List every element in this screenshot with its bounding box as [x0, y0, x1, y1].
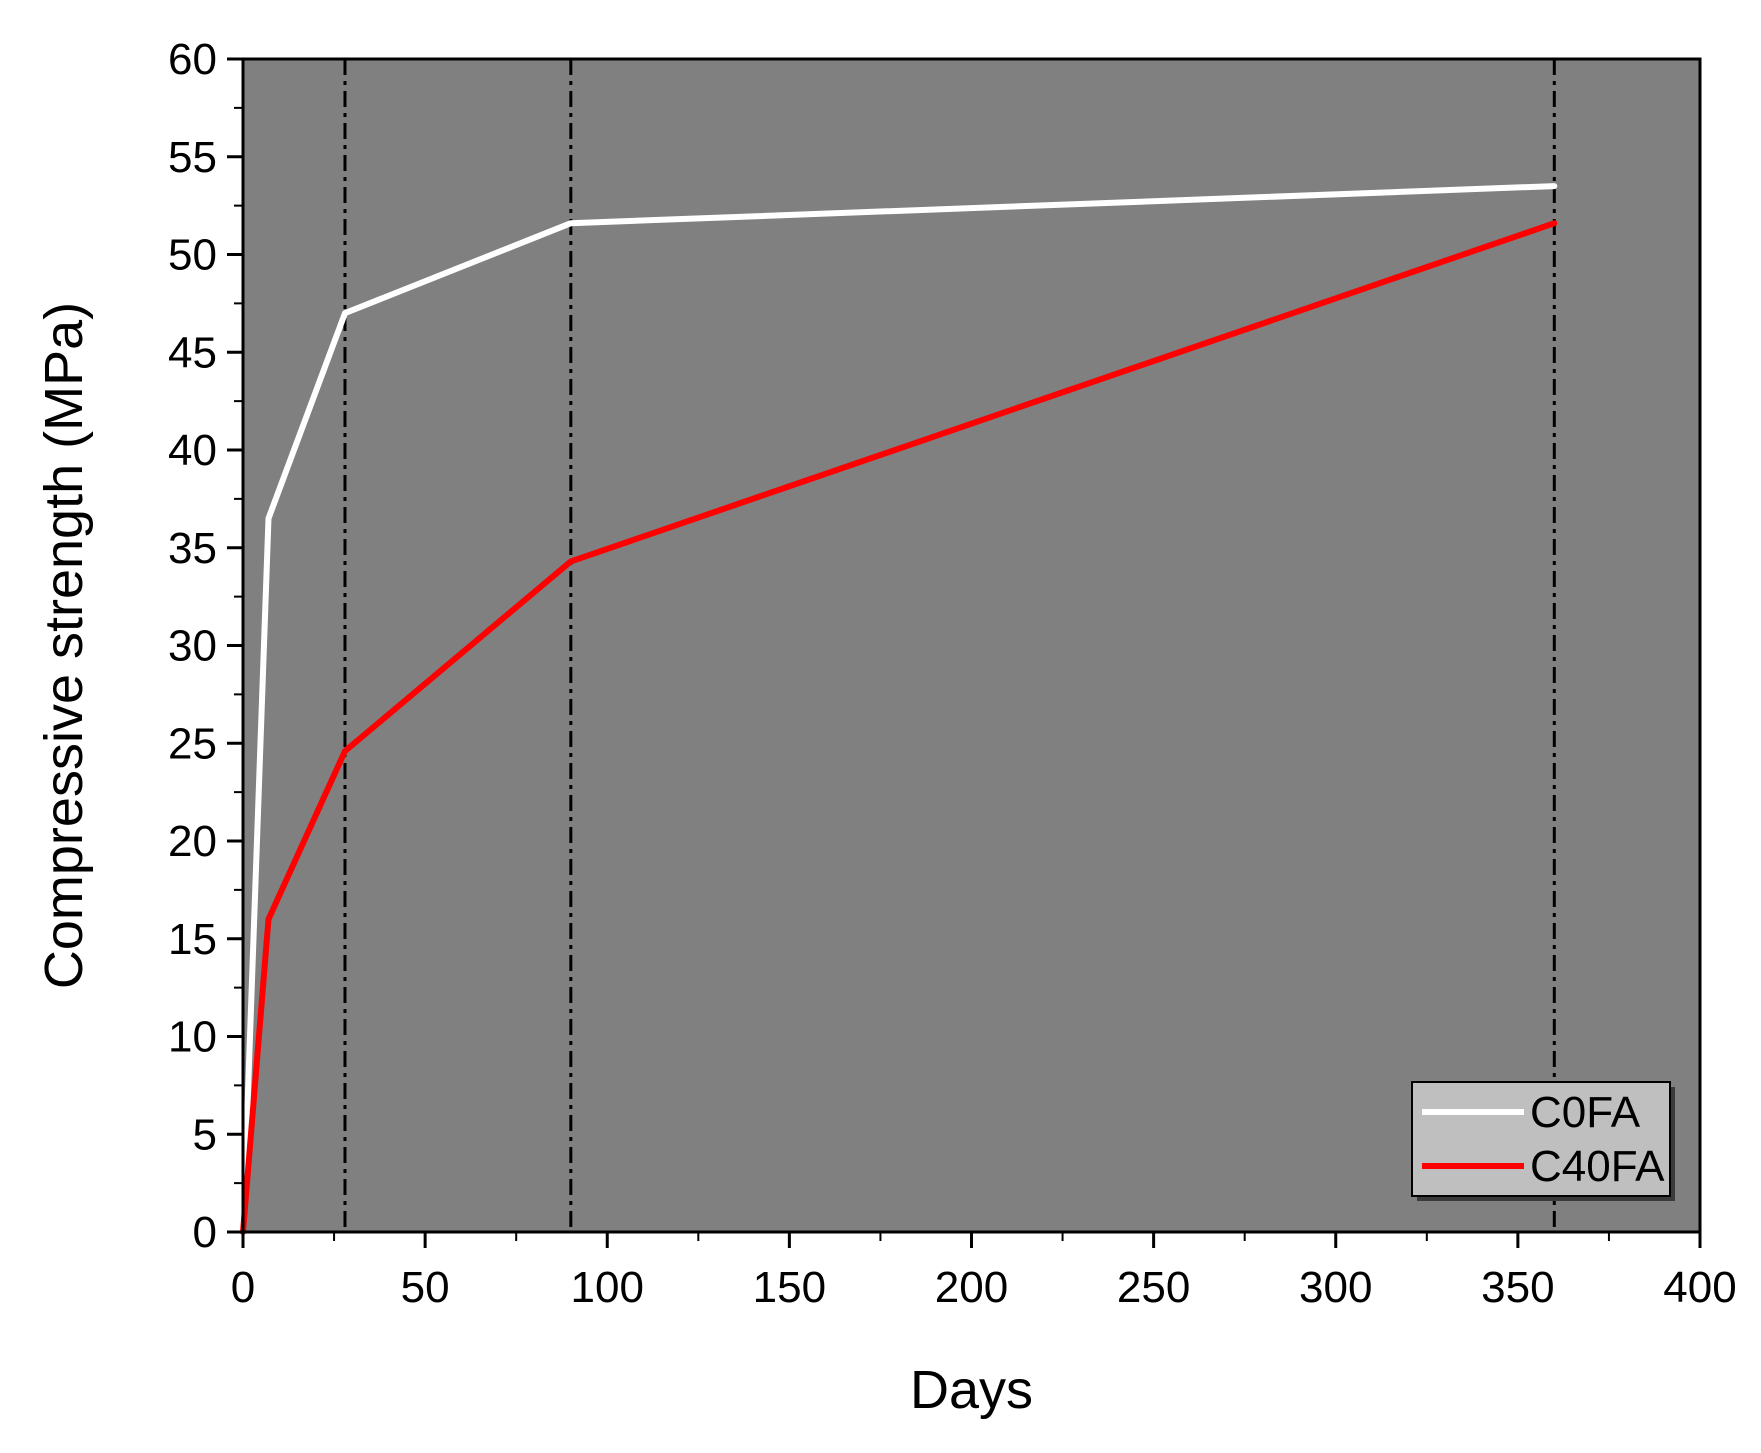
- reference-lines: [343, 59, 1556, 1232]
- legend: C0FA C40FA: [1411, 1081, 1675, 1201]
- series-line-c40fa: [240, 220, 1558, 1235]
- y-tick-label: 45: [168, 328, 217, 377]
- x-tick-label: 150: [753, 1263, 826, 1312]
- y-tick-label: 35: [168, 524, 217, 573]
- y-axis: 0 5 10 15 20 25 30 35 40 45 50 55 60: [168, 35, 243, 1257]
- y-tick-label: 40: [168, 426, 217, 475]
- x-tick-label: 350: [1481, 1263, 1554, 1312]
- y-tick-label: 30: [168, 622, 217, 671]
- y-tick-label: 0: [193, 1208, 217, 1257]
- x-tick-label: 0: [231, 1263, 255, 1312]
- x-tick-label: 400: [1663, 1263, 1736, 1312]
- x-tick-label: 250: [1117, 1263, 1190, 1312]
- y-tick-label: 5: [193, 1110, 217, 1159]
- x-axis-title: Days: [910, 1360, 1033, 1420]
- x-tick-label: 200: [935, 1263, 1008, 1312]
- y-tick-label: 60: [168, 35, 217, 84]
- x-axis: 0 50 100 150 200 250 300 350 400: [231, 1232, 1737, 1312]
- legend-label-c0fa: C0FA: [1530, 1088, 1641, 1137]
- y-tick-label: 55: [168, 133, 217, 182]
- series-line-c0fa: [240, 183, 1558, 1235]
- y-tick-label: 50: [168, 231, 217, 280]
- x-tick-label: 50: [401, 1263, 450, 1312]
- legend-box: [1411, 1081, 1671, 1197]
- y-tick-label: 15: [168, 915, 217, 964]
- plot-area: [243, 59, 1700, 1232]
- x-tick-label: 100: [571, 1263, 644, 1312]
- y-tick-label: 10: [168, 1013, 217, 1062]
- legend-label-c40fa: C40FA: [1530, 1142, 1665, 1191]
- y-tick-label: 20: [168, 817, 217, 866]
- x-tick-label: 300: [1299, 1263, 1372, 1312]
- y-axis-title: Compressive strength (MPa): [34, 302, 94, 989]
- y-tick-label: 25: [168, 719, 217, 768]
- series-layer: [240, 183, 1558, 1235]
